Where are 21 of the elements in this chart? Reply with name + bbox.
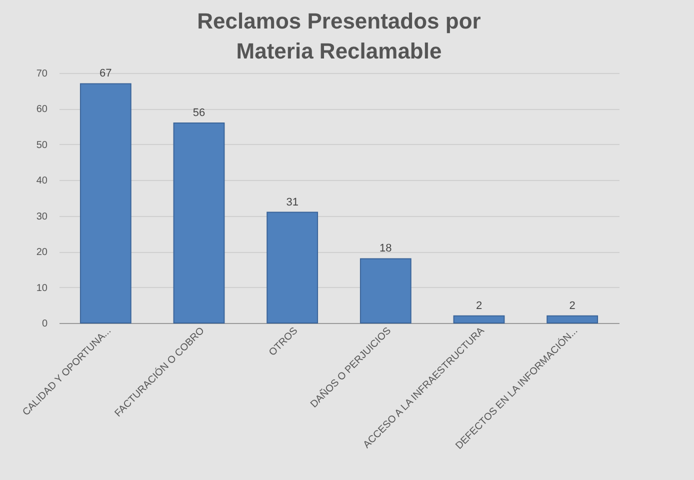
y-tick-label: 70 bbox=[36, 68, 48, 80]
data-label: 2 bbox=[476, 300, 482, 312]
bar bbox=[453, 315, 505, 324]
y-tick-label: 10 bbox=[36, 282, 48, 294]
y-tick-label: 60 bbox=[36, 104, 48, 116]
data-label: 56 bbox=[192, 107, 206, 119]
bar bbox=[80, 83, 132, 324]
data-label: 18 bbox=[380, 242, 392, 255]
bar bbox=[360, 258, 412, 324]
y-tick-label: 0 bbox=[42, 318, 48, 330]
y-tick-label: 20 bbox=[36, 247, 48, 258]
y-tick-label: 50 bbox=[36, 140, 48, 151]
y-tick-label: 40 bbox=[36, 176, 48, 187]
bar bbox=[546, 315, 598, 324]
bar bbox=[266, 212, 318, 324]
data-label: 31 bbox=[286, 196, 298, 208]
bar bbox=[173, 122, 225, 324]
y-tick-label: 30 bbox=[36, 211, 48, 222]
data-label: 67 bbox=[100, 68, 112, 80]
chart-title: Reclamos Presentados por Materia Reclamable bbox=[197, 8, 482, 64]
data-label: 2 bbox=[569, 300, 576, 312]
